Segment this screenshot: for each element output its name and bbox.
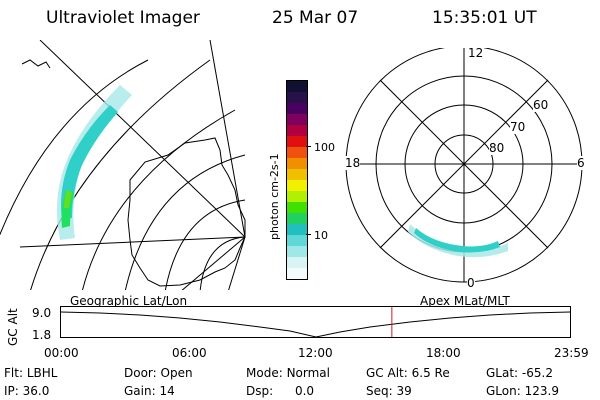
altitude-plot — [60, 306, 571, 338]
status-mode: Mode: Normal — [246, 366, 330, 380]
status-gcalt: GC Alt: 6.5 Re — [366, 366, 450, 380]
status-dsp-value: 0.0 — [294, 384, 315, 398]
altitude-xtick-2359: 23:59 — [554, 346, 589, 360]
auroral-oval-geo — [56, 85, 133, 240]
status-glat-value: -65.2 — [521, 366, 553, 380]
polar-plot — [345, 48, 583, 283]
altitude-ytick-bottom: 1.8 — [32, 328, 52, 342]
mlt-label-0: 0 — [467, 276, 475, 290]
colorbar-segment — [287, 136, 307, 147]
meridian-line — [39, 40, 246, 238]
status-gcalt-value: 6.5 Re — [411, 366, 450, 380]
meridian-line — [181, 236, 246, 290]
antarctica-coastline — [127, 137, 246, 287]
altitude-xtick-0000: 00:00 — [44, 346, 79, 360]
status-seq-value: 39 — [396, 384, 412, 398]
instrument-title: Ultraviolet Imager — [46, 8, 200, 28]
altitude-ylabel: GC Alt — [6, 308, 20, 346]
status-dsp: Dsp: 0.0 — [246, 384, 314, 398]
lat-arc — [82, 109, 236, 290]
status-gain: Gain: 14 — [124, 384, 175, 398]
colorbar-label: photon cm-2s-1 — [268, 153, 281, 240]
meridian-line — [228, 236, 246, 290]
status-door-label: Door: — [124, 366, 157, 380]
colorbar-tick-100: 100 — [314, 141, 335, 154]
altitude-xtick-1200: 12:00 — [298, 346, 333, 360]
altitude-plot-frame — [60, 306, 571, 338]
geographic-map — [0, 40, 246, 290]
colorbar-tick-mark — [306, 234, 311, 235]
altitude-xtick-0600: 06:00 — [172, 346, 207, 360]
status-filter-value: LBHL — [26, 366, 58, 380]
status-gain-value: 14 — [159, 384, 175, 398]
colorbar-segment — [287, 257, 307, 268]
auroral-oval-polar — [408, 224, 508, 258]
mlt-label-6: 6 — [577, 156, 585, 170]
colorbar — [286, 80, 308, 280]
status-dsp-label: Dsp: — [246, 384, 274, 398]
lat-arc — [30, 59, 211, 290]
status-mode-value: Normal — [286, 366, 330, 380]
mlat-label-60: 60 — [533, 98, 549, 112]
colorbar-segment — [287, 92, 307, 103]
status-filter-label: Flt: — [4, 366, 23, 380]
status-gcalt-label: GC Alt: — [366, 366, 408, 380]
status-door-value: Open — [160, 366, 193, 380]
polar-meridian — [379, 79, 549, 249]
geographic-map-label: Geographic Lat/Lon — [70, 294, 188, 308]
status-ip: IP: 36.0 — [4, 384, 49, 398]
status-glat-label: GLat: — [486, 366, 519, 380]
colorbar-segment — [287, 114, 307, 125]
lat-arc — [199, 236, 246, 290]
lat-arc — [0, 59, 149, 236]
lat-arc — [124, 154, 246, 290]
colorbar-segment — [287, 213, 307, 224]
colorbar-segment — [287, 191, 307, 202]
coastline-fragment — [21, 59, 51, 69]
mlat-label-80: 80 — [489, 141, 505, 155]
lat-arc — [164, 199, 246, 290]
mlt-label-18: 18 — [345, 156, 361, 170]
colorbar-segment — [287, 169, 307, 180]
status-glon: GLon: 123.9 — [486, 384, 559, 398]
status-ip-label: IP: — [4, 384, 19, 398]
colorbar-tick-mark — [306, 146, 311, 147]
mlt-label-12: 12 — [467, 46, 485, 60]
observation-time: 15:35:01 UT — [432, 8, 537, 28]
status-ip-value: 36.0 — [22, 384, 50, 398]
colorbar-segment — [287, 246, 307, 257]
observation-date: 25 Mar 07 — [272, 8, 359, 28]
status-gain-label: Gain: — [124, 384, 156, 398]
mlat-label-70: 70 — [510, 120, 526, 134]
colorbar-segment — [287, 158, 307, 169]
status-glon-label: GLon: — [486, 384, 521, 398]
colorbar-segment — [287, 235, 307, 246]
altitude-curve — [60, 311, 571, 338]
colorbar-segment — [287, 224, 307, 235]
colorbar-segment — [287, 268, 307, 279]
status-door: Door: Open — [124, 366, 193, 380]
meridian-line — [209, 40, 246, 238]
colorbar-segment — [287, 125, 307, 136]
status-glat: GLat: -65.2 — [486, 366, 553, 380]
status-mode-label: Mode: — [246, 366, 283, 380]
status-filter: Flt: LBHL — [4, 366, 57, 380]
status-glon-value: 123.9 — [524, 384, 559, 398]
meridian-line — [19, 236, 246, 248]
polar-plot-label: Apex MLat/MLT — [420, 294, 510, 308]
status-seq: Seq: 39 — [366, 384, 412, 398]
colorbar-segment — [287, 81, 307, 92]
colorbar-segment — [287, 147, 307, 158]
colorbar-segment — [287, 202, 307, 213]
altitude-ytick-top: 9.0 — [32, 306, 52, 320]
status-seq-label: Seq: — [366, 384, 393, 398]
altitude-xtick-1800: 18:00 — [426, 346, 461, 360]
colorbar-tick-10: 10 — [314, 229, 328, 242]
colorbar-segment — [287, 103, 307, 114]
colorbar-segment — [287, 180, 307, 191]
